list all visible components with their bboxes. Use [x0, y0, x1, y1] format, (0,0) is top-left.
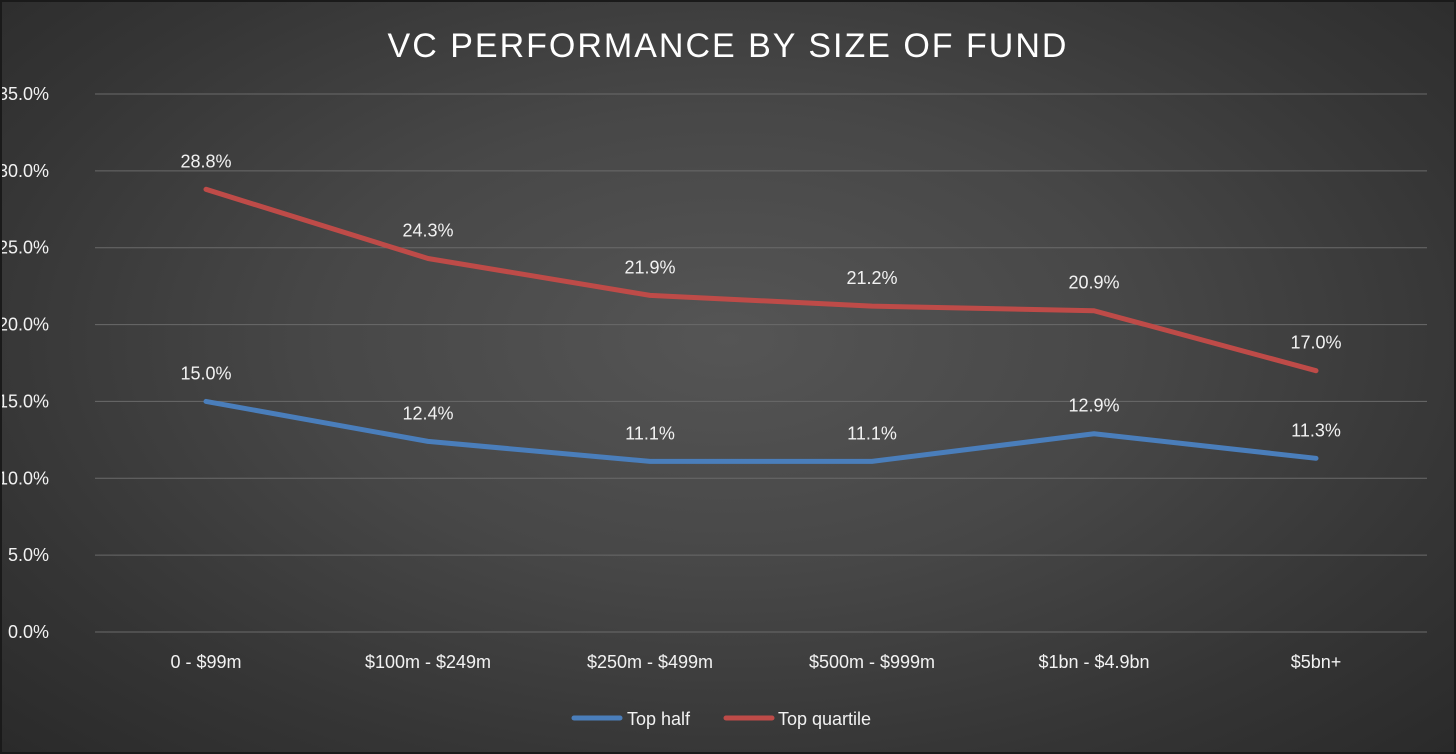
chart-title: VC PERFORMANCE BY SIZE OF FUND	[388, 27, 1069, 65]
data-label: 28.8%	[180, 151, 231, 171]
x-tick-label: $1bn - $4.9bn	[1038, 652, 1149, 672]
y-tick-label: 30.0%	[2, 161, 49, 181]
data-label: 20.9%	[1068, 273, 1119, 293]
data-label: 11.1%	[625, 423, 675, 443]
x-tick-label: $100m - $249m	[365, 652, 491, 672]
data-label: 17.0%	[1290, 333, 1341, 353]
data-labels: 15.0% 12.4% 11.1% 11.1% 12.9% 11.3% 28.8% 24.3%…	[180, 151, 1341, 443]
series-lines	[203, 186, 1319, 464]
legend: Top half Top quartile	[571, 709, 871, 729]
series-line-top-half	[203, 398, 1319, 464]
y-tick-label: 5.0%	[8, 545, 49, 565]
x-axis-ticks: 0 - $99m $100m - $249m $250m - $499m $500m …	[170, 652, 1341, 672]
data-label: 21.2%	[846, 268, 897, 288]
data-label: 24.3%	[402, 220, 453, 240]
x-tick-label: $250m - $499m	[587, 652, 713, 672]
data-label: 21.9%	[624, 257, 675, 277]
y-tick-label: 20.0%	[2, 315, 49, 335]
series-line-top-quartile	[203, 186, 1319, 374]
data-label: 15.0%	[180, 363, 231, 383]
x-tick-label: $5bn+	[1291, 652, 1342, 672]
y-tick-label: 10.0%	[2, 468, 49, 488]
x-tick-label: $500m - $999m	[809, 652, 935, 672]
y-tick-label: 35.0%	[2, 84, 49, 104]
data-label: 12.9%	[1068, 396, 1119, 416]
data-label: 11.1%	[847, 423, 897, 443]
y-tick-label: 15.0%	[2, 391, 49, 411]
data-label: 11.3%	[1291, 420, 1341, 440]
gridlines	[95, 93, 1427, 633]
y-tick-label: 25.0%	[2, 238, 49, 258]
data-label: 12.4%	[402, 403, 453, 423]
legend-label: Top half	[627, 709, 691, 729]
y-tick-label: 0.0%	[8, 622, 49, 642]
x-tick-label: 0 - $99m	[170, 652, 241, 672]
legend-label: Top quartile	[778, 709, 871, 729]
y-axis-ticks: 0.0% 5.0% 10.0% 15.0% 20.0% 25.0% 30.0% 35.0%	[2, 84, 49, 642]
